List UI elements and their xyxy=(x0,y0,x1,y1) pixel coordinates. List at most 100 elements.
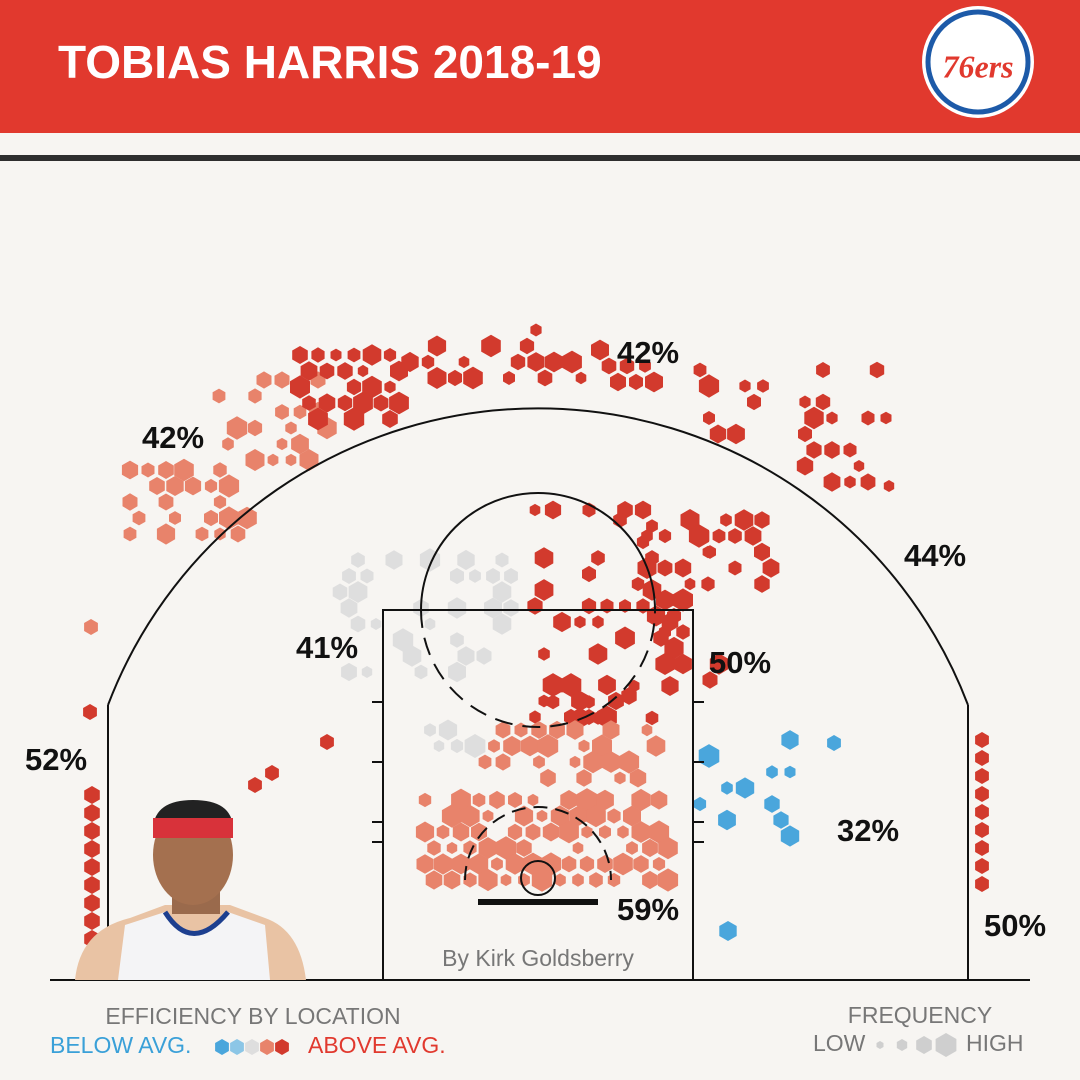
hex xyxy=(204,509,218,527)
hex xyxy=(727,423,745,445)
hex xyxy=(658,528,672,544)
hex xyxy=(503,735,521,757)
hex xyxy=(348,581,368,603)
hex xyxy=(667,607,681,625)
hex xyxy=(655,653,675,675)
hex xyxy=(728,528,742,544)
hex xyxy=(754,511,770,529)
hex xyxy=(330,348,342,362)
hex xyxy=(492,581,512,603)
hex xyxy=(693,362,707,378)
hex xyxy=(149,477,165,495)
hex xyxy=(735,777,755,799)
hex xyxy=(546,694,560,710)
legend-high: HIGH xyxy=(966,1030,1024,1056)
hex xyxy=(621,687,637,705)
hex xyxy=(121,460,139,480)
hex xyxy=(880,411,892,425)
hex xyxy=(484,597,502,619)
hex xyxy=(642,870,658,890)
legend-below: BELOW AVG. xyxy=(50,1032,191,1058)
hex xyxy=(460,804,480,828)
hex xyxy=(591,339,609,361)
hex xyxy=(481,334,501,358)
hex xyxy=(122,493,138,511)
legend-low: LOW xyxy=(813,1030,866,1056)
hex xyxy=(538,694,550,708)
hex xyxy=(631,576,645,592)
ft-circle-dashed xyxy=(420,609,656,728)
hex xyxy=(626,841,638,855)
zone-label: 50% xyxy=(984,908,1046,943)
hex xyxy=(302,395,316,411)
hex xyxy=(608,691,624,711)
hex xyxy=(507,823,523,841)
hex xyxy=(657,868,679,892)
hex xyxy=(582,565,596,583)
hex xyxy=(718,809,736,831)
hex xyxy=(416,854,434,874)
hex xyxy=(446,842,458,854)
hex xyxy=(503,599,519,617)
hex xyxy=(292,346,308,364)
lane-marks xyxy=(372,701,704,843)
hex xyxy=(823,472,841,492)
hex xyxy=(578,739,590,753)
hex xyxy=(84,804,100,822)
hex xyxy=(357,364,369,378)
hex xyxy=(658,836,678,860)
hex xyxy=(824,441,840,459)
hex xyxy=(457,549,475,571)
hex xyxy=(248,388,262,404)
hex xyxy=(275,1039,289,1055)
paint xyxy=(382,609,694,981)
hex xyxy=(764,795,780,813)
hex xyxy=(860,473,876,491)
hex xyxy=(747,393,761,411)
hex xyxy=(226,416,248,440)
hex xyxy=(415,821,435,843)
collar xyxy=(162,910,230,936)
hex xyxy=(450,567,464,585)
hex xyxy=(534,547,554,569)
hex xyxy=(285,421,297,435)
hex xyxy=(510,353,526,371)
hex xyxy=(174,458,194,482)
hex xyxy=(754,575,770,593)
hex xyxy=(351,552,365,568)
hex xyxy=(84,876,100,894)
hex xyxy=(260,1039,274,1055)
hex xyxy=(569,755,581,769)
hex xyxy=(541,852,561,876)
hex xyxy=(342,568,356,584)
hex xyxy=(562,350,582,374)
hex xyxy=(598,674,616,696)
hex xyxy=(230,525,246,543)
hex xyxy=(739,379,751,393)
hex xyxy=(464,734,486,758)
hex xyxy=(827,735,841,751)
hex xyxy=(248,777,262,793)
hex xyxy=(525,823,541,841)
hex xyxy=(293,404,307,420)
hex xyxy=(826,411,838,425)
hex xyxy=(353,391,373,415)
hex xyxy=(588,643,608,665)
hex xyxy=(385,550,403,570)
hex xyxy=(443,870,461,890)
hex xyxy=(975,858,989,874)
hex xyxy=(698,374,720,398)
hex xyxy=(505,853,525,875)
hex xyxy=(576,769,592,787)
hex xyxy=(646,519,658,533)
hex xyxy=(688,524,710,548)
hex xyxy=(639,359,651,373)
hex xyxy=(421,354,435,370)
hex xyxy=(463,366,483,390)
hex xyxy=(337,362,353,380)
hex xyxy=(844,475,856,489)
hex xyxy=(337,394,353,412)
hex xyxy=(784,765,796,779)
hex xyxy=(84,858,100,876)
